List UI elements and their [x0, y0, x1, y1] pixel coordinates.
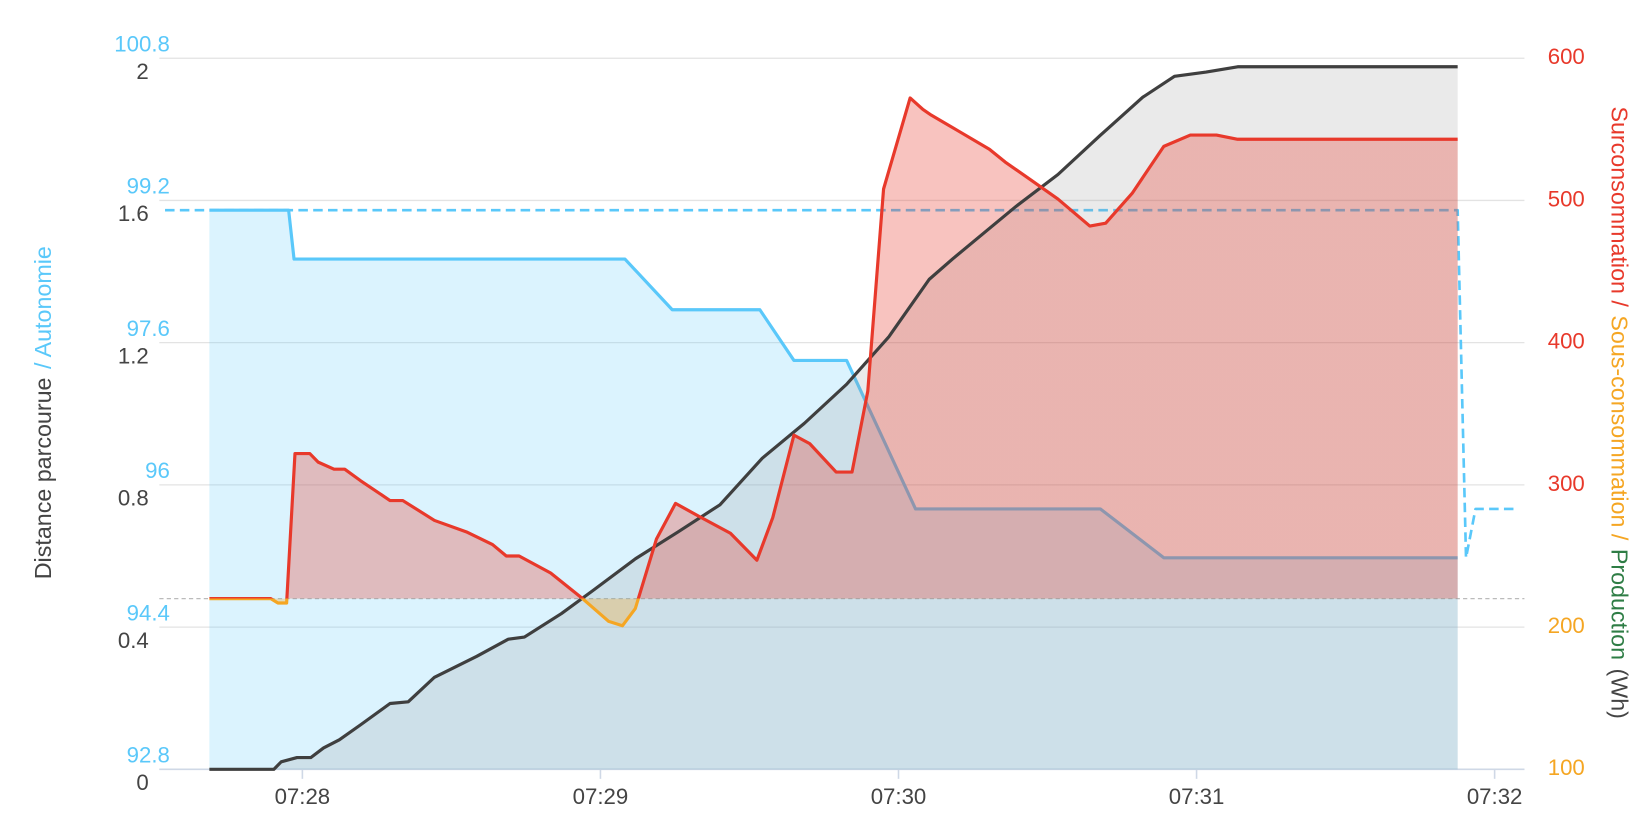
y-axis-title-part: Distance parcourue: [30, 378, 56, 580]
area: [209, 97, 1458, 626]
y-tick-label: 1.2: [118, 343, 149, 368]
y2-tick-label: 300: [1548, 471, 1585, 496]
y-tick-label: 0: [136, 770, 148, 795]
x-tick-label: 07:28: [275, 784, 331, 809]
y3-tick-label: 92.8: [127, 743, 170, 768]
y-tick-label: 0.4: [118, 628, 149, 653]
x-tick-label: 07:32: [1467, 784, 1523, 809]
y2-tick-label: 200: [1548, 613, 1585, 638]
y-tick-label: 2: [136, 59, 148, 84]
x-tick-label: 07:29: [573, 784, 629, 809]
x-tick-label: 07:30: [871, 784, 927, 809]
line: [209, 96, 1458, 628]
y3-tick-label: 100.8: [114, 31, 170, 56]
y2-axis-title-part: (Wh): [1606, 669, 1632, 719]
y-axis-title: Distance parcourue / Autonomie: [30, 246, 56, 579]
y-tick-label: 1.6: [118, 201, 149, 226]
y2-tick-label: 600: [1548, 44, 1585, 69]
y2-tick-label: 400: [1548, 329, 1585, 354]
y2-tick-label: 500: [1548, 186, 1585, 211]
y2-axis-title: Surconsommation / Sous-consommation / Prod…: [1606, 106, 1632, 718]
y3-tick-label: 96: [145, 458, 170, 483]
y2-axis-title-part: Production: [1606, 549, 1632, 660]
x-tick-label: 07:31: [1169, 784, 1225, 809]
y-axis-title-part: / Autonomie: [30, 246, 56, 369]
y-tick-label: 0.8: [118, 486, 149, 511]
y3-tick-label: 94.4: [127, 600, 170, 625]
y3-tick-label: 99.2: [127, 174, 170, 199]
y3-tick-label: 97.6: [127, 316, 170, 341]
y2-axis-title-part: Sous-consommation /: [1606, 315, 1632, 541]
y2-tick-label: 100: [1548, 755, 1585, 780]
y2-axis-title-part: Surconsommation /: [1606, 106, 1632, 307]
line: [209, 65, 1458, 771]
